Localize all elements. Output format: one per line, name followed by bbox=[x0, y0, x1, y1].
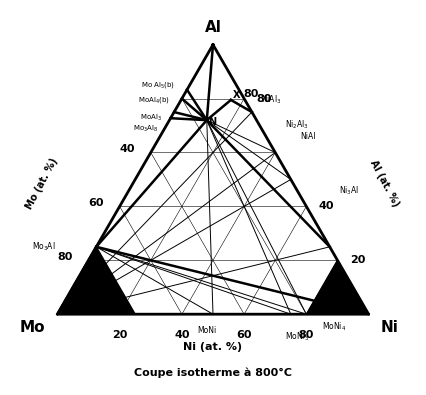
Text: 20: 20 bbox=[112, 330, 127, 340]
Text: Coupe isotherme à 800°C: Coupe isotherme à 800°C bbox=[134, 367, 292, 378]
Text: Mo: Mo bbox=[20, 320, 45, 335]
Text: 60: 60 bbox=[89, 198, 104, 208]
Text: Mo Al$_5$(b): Mo Al$_5$(b) bbox=[141, 80, 175, 90]
Polygon shape bbox=[58, 247, 135, 314]
Text: 80: 80 bbox=[299, 330, 314, 340]
Text: 40: 40 bbox=[319, 201, 334, 211]
Polygon shape bbox=[306, 260, 368, 314]
Text: NiAl$_3$: NiAl$_3$ bbox=[261, 94, 282, 106]
Text: 80: 80 bbox=[58, 252, 73, 262]
Text: MoNi$_4$: MoNi$_4$ bbox=[322, 321, 346, 333]
Text: Al (at. %): Al (at. %) bbox=[368, 158, 400, 209]
Text: 60: 60 bbox=[236, 330, 252, 340]
Text: Ni$_2$Al$_3$: Ni$_2$Al$_3$ bbox=[285, 118, 308, 131]
Text: Al: Al bbox=[204, 21, 222, 36]
Text: MoNi$_3$: MoNi$_3$ bbox=[285, 330, 309, 342]
Text: MoAl$_3$: MoAl$_3$ bbox=[140, 113, 161, 123]
Text: 80: 80 bbox=[256, 94, 272, 103]
Text: Ni (at. %): Ni (at. %) bbox=[184, 342, 242, 352]
Text: 80: 80 bbox=[243, 89, 259, 99]
Text: MoAl$_4$(b): MoAl$_4$(b) bbox=[138, 95, 170, 105]
Text: Mo$_3$Al: Mo$_3$Al bbox=[32, 241, 56, 254]
Text: 20: 20 bbox=[350, 255, 366, 265]
Text: 40: 40 bbox=[174, 330, 190, 340]
Text: Mo (at. %): Mo (at. %) bbox=[24, 156, 60, 211]
Text: NiAl: NiAl bbox=[300, 132, 316, 141]
Text: X: X bbox=[233, 90, 240, 100]
Text: 40: 40 bbox=[120, 145, 135, 154]
Text: Mo$_3$Al$_8$: Mo$_3$Al$_8$ bbox=[133, 124, 158, 134]
Text: N: N bbox=[208, 117, 216, 127]
Text: Ni: Ni bbox=[381, 320, 399, 335]
Text: Ni$_3$Al: Ni$_3$Al bbox=[339, 185, 359, 198]
Text: MoNi: MoNi bbox=[197, 326, 216, 335]
